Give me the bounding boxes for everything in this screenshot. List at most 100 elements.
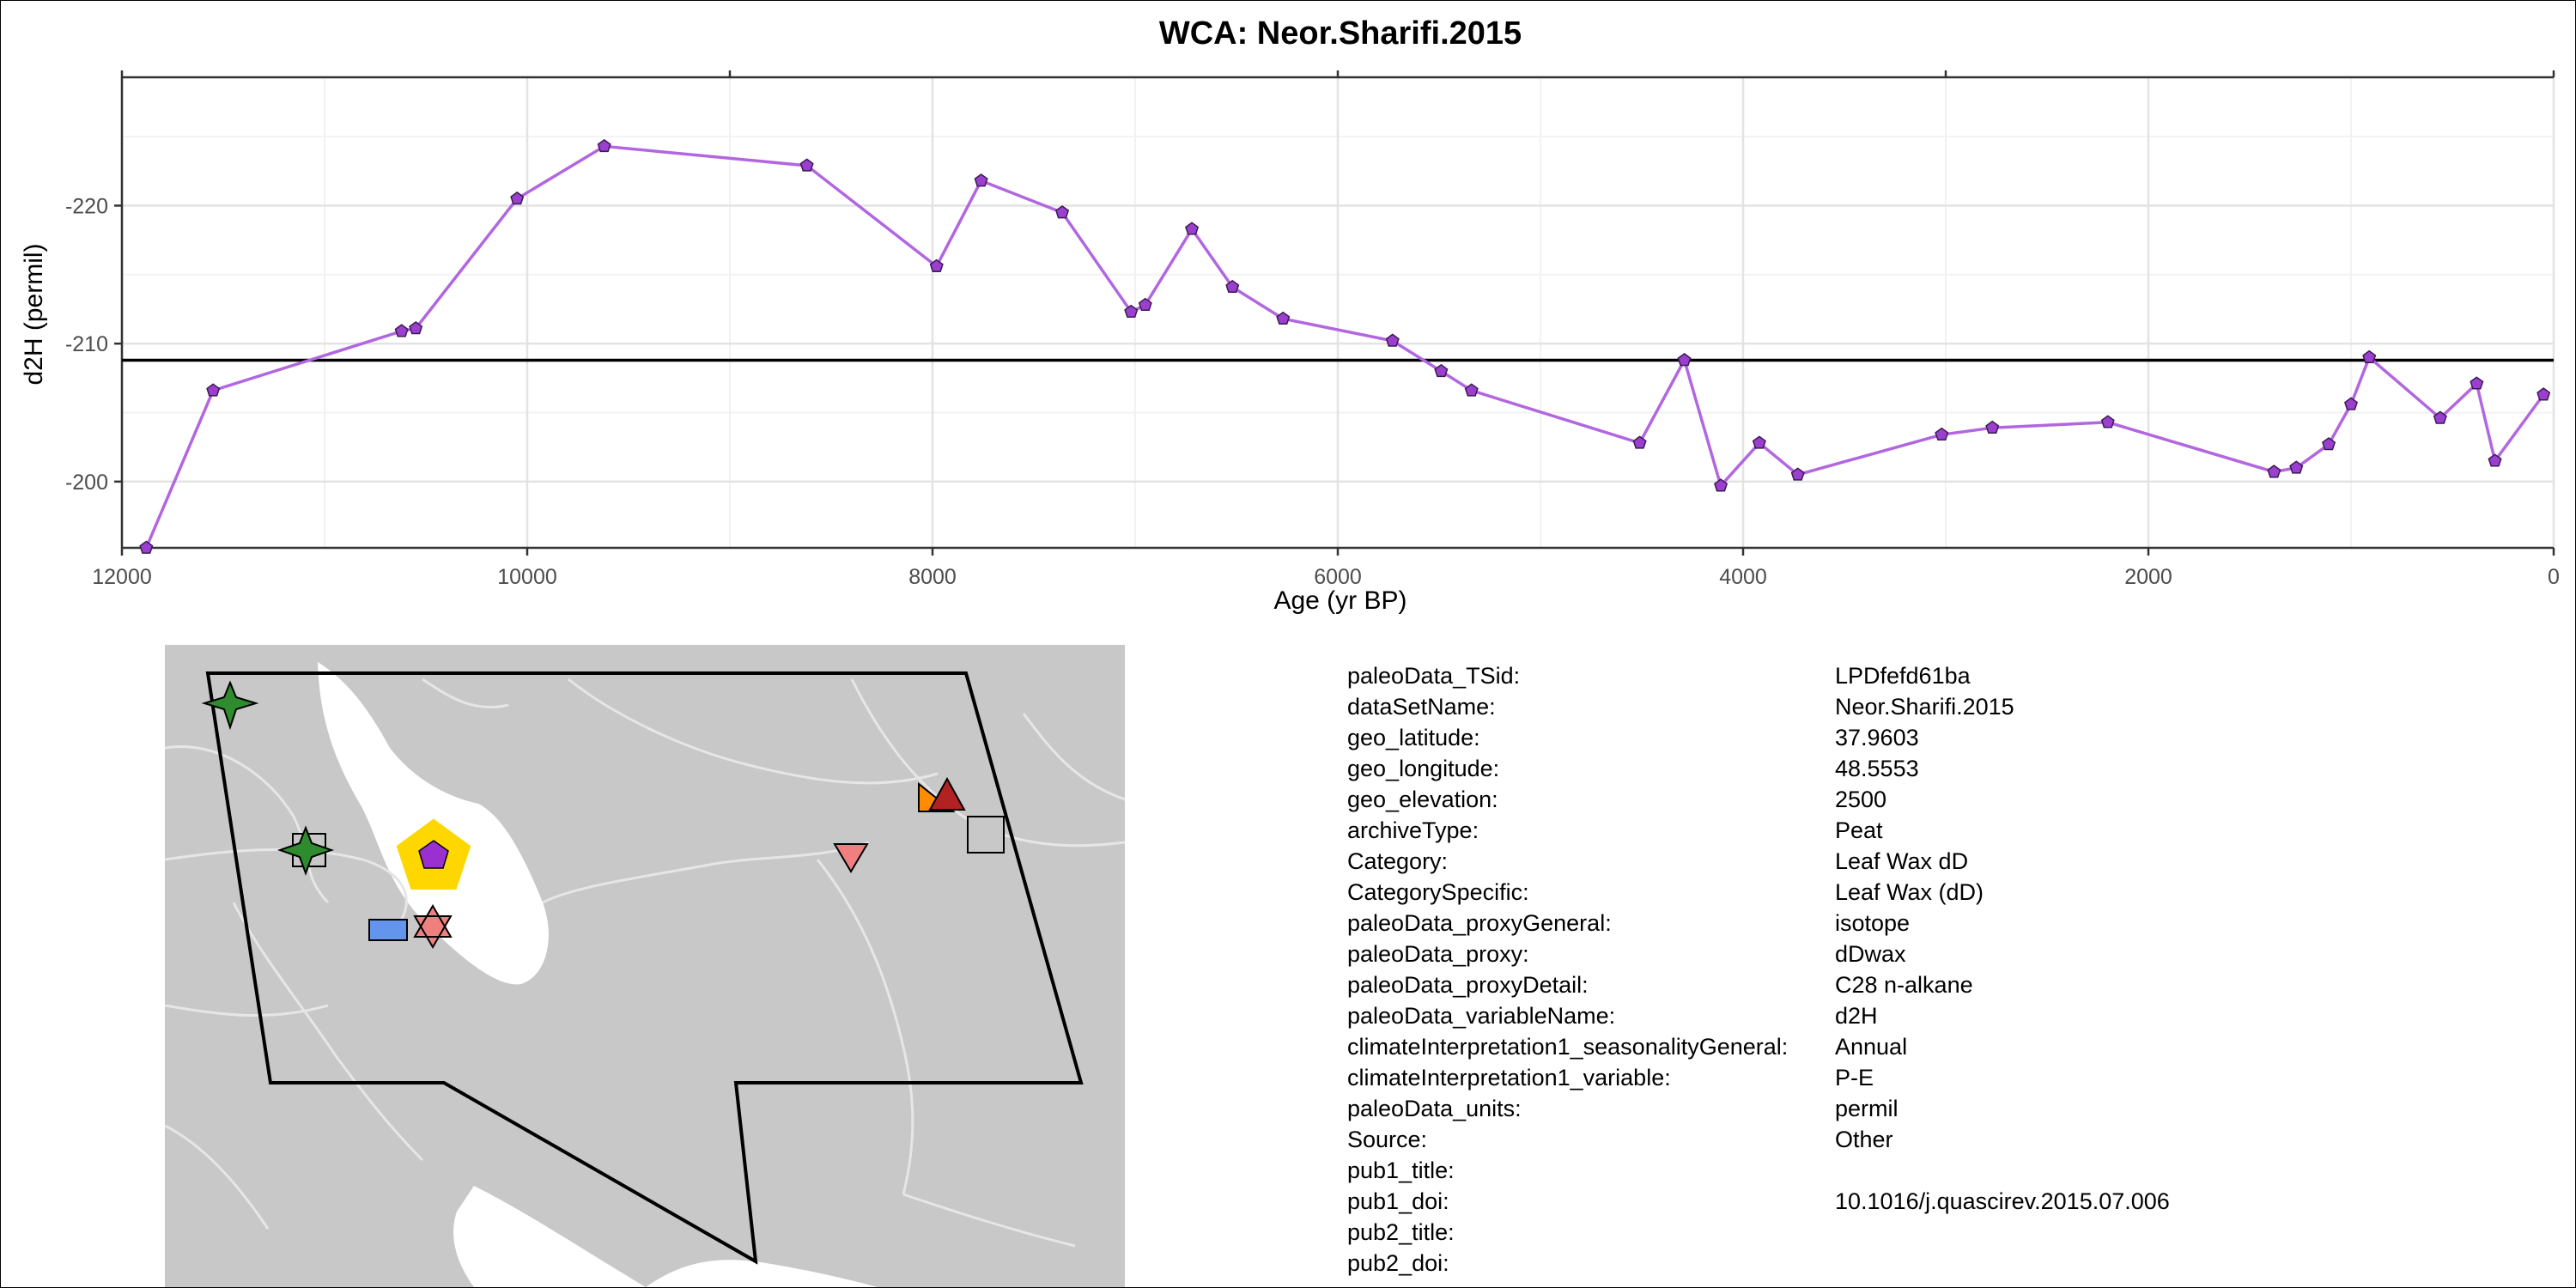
- metadata-key: archiveType:: [1347, 817, 1479, 843]
- data-point: [2362, 349, 2377, 364]
- data-point: [2267, 465, 2281, 478]
- data-point: [409, 321, 423, 335]
- metadata-key: geo_latitude:: [1347, 725, 1480, 750]
- x-tick-label: 0: [2548, 565, 2560, 589]
- x-tick-label: 12000: [92, 565, 152, 589]
- data-point: [1790, 467, 1805, 481]
- data-point: [799, 158, 814, 172]
- metadata-value: isotope: [1835, 910, 1911, 936]
- metadata-key: climateInterpretation1_seasonalityGenera…: [1347, 1034, 1789, 1060]
- data-point: [139, 540, 154, 554]
- data-point: [929, 258, 944, 272]
- data-point: [510, 191, 525, 205]
- metadata-value: P-E: [1835, 1065, 1874, 1091]
- metadata-value: Other: [1835, 1127, 1893, 1152]
- y-axis-label: d2H (permil): [20, 243, 48, 385]
- x-tick-label: 10000: [497, 565, 557, 589]
- metadata-key: geo_longitude:: [1347, 756, 1500, 781]
- data-point: [1752, 435, 1766, 449]
- green-star-marker-2: [276, 825, 335, 876]
- metadata-key: pub1_doi:: [1347, 1188, 1449, 1214]
- data-point: [1124, 304, 1139, 319]
- x-axis-label: Age (yr BP): [1273, 586, 1406, 615]
- metadata-table: paleoData_TSid: LPDfefd61ba dataSetName: Ne…: [1347, 660, 2549, 1287]
- metadata-key: pub1_title:: [1347, 1157, 1455, 1183]
- red-triangle-marker: [928, 776, 966, 811]
- y-tick-label: -210: [65, 332, 108, 356]
- data-point: [2470, 376, 2484, 390]
- data-point: [1055, 205, 1070, 219]
- metadata-key: paleoData_proxyGeneral:: [1347, 910, 1612, 936]
- metadata-key: paleoData_variableName:: [1347, 1003, 1616, 1029]
- data-point: [2537, 387, 2551, 401]
- persian-gulf: [453, 1186, 646, 1287]
- metadata-key: CategorySpecific:: [1347, 879, 1529, 905]
- metadata-key: Category:: [1347, 848, 1449, 874]
- metadata-value: 10.1016/j.quascirev.2015.07.006: [1835, 1188, 2170, 1214]
- metadata-value: Peat: [1835, 817, 1883, 843]
- data-point: [1276, 311, 1291, 325]
- metadata-key: paleoData_proxy:: [1347, 941, 1529, 967]
- metadata-key: paleoData_units:: [1347, 1096, 1522, 1121]
- x-tick-label: 4000: [1719, 565, 1767, 589]
- timeseries-chart: WCA: Neor.Sharifi.2015 12000 10000 8000 600…: [20, 15, 2560, 615]
- metadata-key: pub2_doi:: [1347, 1250, 1449, 1276]
- green-star-marker: [201, 680, 259, 731]
- metadata-value: 37.9603: [1835, 725, 1919, 750]
- metadata-key: pub2_title:: [1347, 1219, 1455, 1245]
- x-tick-label: 2000: [2124, 565, 2172, 589]
- metadata-value: 48.5553: [1835, 756, 1919, 781]
- data-point: [394, 324, 409, 337]
- x-tick-label: 6000: [1314, 565, 1362, 589]
- site-marker: [418, 840, 449, 869]
- metadata-value: Leaf Wax (dD): [1835, 879, 1984, 905]
- metadata-value: Annual: [1835, 1034, 1908, 1060]
- metadata-key: climateInterpretation1_variable:: [1347, 1065, 1671, 1091]
- x-tick-label: 8000: [908, 565, 957, 589]
- pink-star-triangle-marker: [413, 904, 453, 949]
- metadata-value: LPDfefd61ba: [1835, 663, 1971, 689]
- data-point: [2433, 410, 2447, 424]
- metadata-key: dataSetName:: [1347, 694, 1496, 720]
- metadata-value: dDwax: [1835, 941, 1906, 967]
- blue-rectangle-marker: [368, 919, 408, 941]
- metadata-value: permil: [1835, 1096, 1899, 1121]
- data-point: [2344, 397, 2358, 410]
- gulf-of-oman: [646, 1260, 878, 1287]
- metadata-key: Source:: [1347, 1127, 1428, 1152]
- data-point: [1677, 352, 1692, 367]
- data-point: [597, 138, 611, 153]
- metadata-value: C28 n-alkane: [1835, 972, 1973, 998]
- data-point: [1632, 435, 1647, 449]
- data-point: [2488, 453, 2502, 467]
- data-point: [206, 383, 221, 397]
- site-map: [165, 645, 1125, 1287]
- gray-square-marker-2: [967, 816, 1005, 854]
- metadata-value: d2H: [1835, 1003, 1878, 1029]
- region-outline: [205, 671, 1084, 1265]
- data-point: [1185, 222, 1200, 235]
- data-point: [1385, 333, 1400, 347]
- chart-title: WCA: Neor.Sharifi.2015: [1159, 15, 1522, 52]
- data-point: [1935, 427, 1949, 441]
- country-borders: [165, 677, 1125, 1248]
- data-point: [974, 173, 988, 187]
- data-point: [1714, 478, 1728, 492]
- data-point: [2100, 415, 2115, 428]
- data-point: [1985, 420, 2000, 434]
- data-point: [1138, 297, 1152, 311]
- data-point: [1434, 363, 1449, 378]
- data-point: [1225, 279, 1240, 294]
- y-tick-label: -220: [65, 194, 108, 218]
- data-point: [1464, 383, 1479, 397]
- metadata-value: Neor.Sharifi.2015: [1835, 694, 2014, 720]
- metadata-value: Leaf Wax dD: [1835, 848, 1969, 874]
- data-point: [2289, 460, 2304, 474]
- pink-triangle-down-marker: [833, 843, 869, 873]
- metadata-key: geo_elevation:: [1347, 787, 1498, 812]
- metadata-key: paleoData_TSid:: [1347, 663, 1521, 689]
- metadata-key: paleoData_proxyDetail:: [1347, 972, 1589, 998]
- metadata-value: 2500: [1835, 787, 1887, 812]
- y-tick-label: -200: [65, 471, 108, 495]
